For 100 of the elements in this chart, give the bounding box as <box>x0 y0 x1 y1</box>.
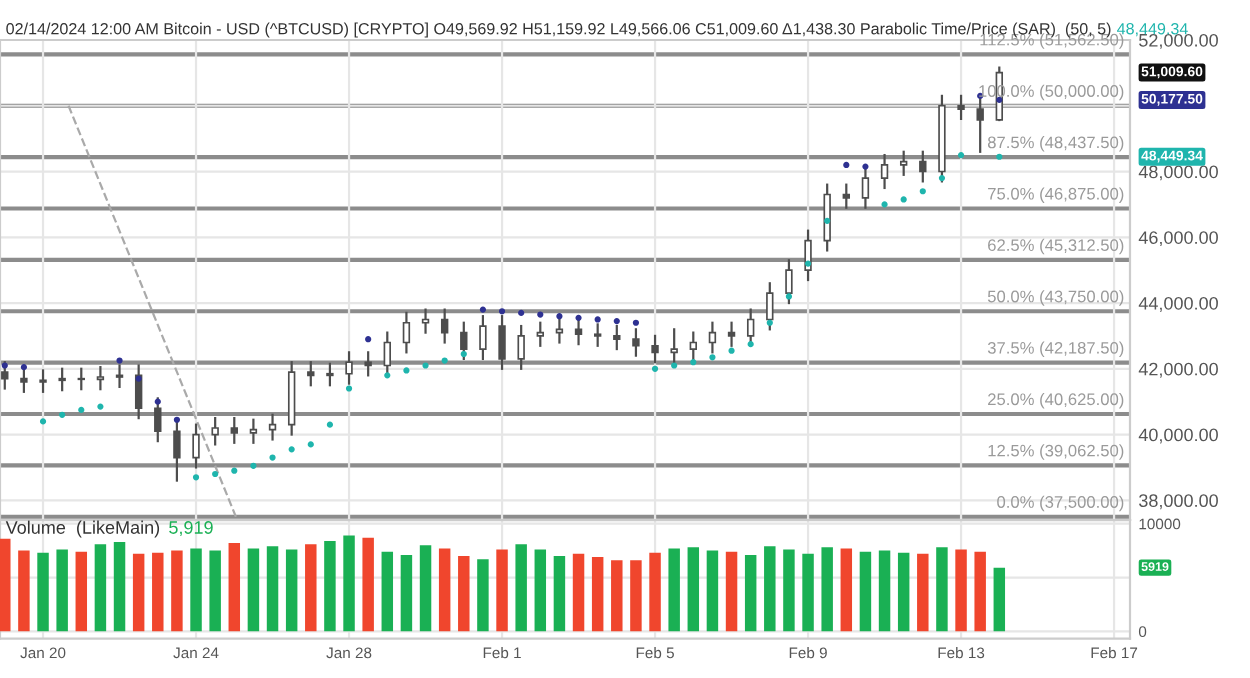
candlestick <box>746 308 755 347</box>
candlestick <box>154 397 162 443</box>
bar <box>974 551 986 632</box>
candlestick <box>345 351 353 385</box>
candlestick <box>632 328 640 357</box>
candlestick <box>536 321 545 347</box>
bar <box>725 551 738 632</box>
bar <box>477 559 489 632</box>
y-tick-label: 38,000.00 <box>1139 494 1218 510</box>
point <box>709 354 716 361</box>
candlestick <box>708 321 717 354</box>
bar <box>94 544 107 632</box>
candlestick <box>249 418 258 444</box>
candlestick <box>957 94 965 121</box>
bar <box>419 545 432 632</box>
point <box>632 319 640 326</box>
point <box>766 319 773 326</box>
bar <box>591 557 604 632</box>
point <box>97 403 104 410</box>
bar <box>56 549 68 632</box>
y-tick-label: 52,000.00 <box>1139 33 1218 49</box>
point <box>690 359 697 366</box>
candlestick <box>1 361 9 390</box>
point <box>422 362 429 369</box>
point <box>785 293 793 300</box>
bar <box>611 560 623 632</box>
point <box>326 421 334 428</box>
point <box>460 350 467 358</box>
candlestick <box>20 367 28 393</box>
bar <box>668 548 680 632</box>
candlestick <box>498 315 506 370</box>
candlestick <box>230 416 238 444</box>
bar <box>190 548 202 632</box>
candlestick <box>173 420 181 482</box>
bar <box>0 538 11 632</box>
ref-line-label: 75.0% (46,875.00) <box>988 187 1124 203</box>
point <box>250 462 257 469</box>
point <box>173 416 181 423</box>
candlestick <box>919 150 927 183</box>
bar <box>343 535 355 632</box>
bar <box>687 547 700 632</box>
candlestick <box>785 259 793 305</box>
bar <box>534 549 547 632</box>
y-tick-label: 46,000.00 <box>1138 231 1218 247</box>
point <box>192 474 200 481</box>
point <box>957 151 965 159</box>
point <box>441 357 448 364</box>
candlestick <box>364 351 372 377</box>
point <box>116 357 123 364</box>
ref-line-label: 87.5% (48,437.50) <box>987 136 1124 152</box>
ref-line-label: 50.0% (43,750.00) <box>987 290 1124 306</box>
ref-line-label: 12.5% (39,062.50) <box>988 444 1124 460</box>
point <box>498 308 506 315</box>
point <box>671 362 678 369</box>
point <box>39 418 47 425</box>
bar <box>630 560 642 632</box>
candlestick <box>880 153 889 190</box>
bar <box>458 555 470 632</box>
point <box>1 362 8 369</box>
candlestick <box>96 366 105 391</box>
bar <box>305 544 317 632</box>
candlestick <box>593 323 602 347</box>
ref-line-label: 62.5% (45,312.50) <box>988 238 1124 255</box>
point <box>384 372 391 379</box>
bar <box>362 537 374 632</box>
candlestick <box>383 331 391 377</box>
point <box>900 196 907 203</box>
point <box>212 470 219 478</box>
bar <box>744 554 757 632</box>
point <box>881 201 888 208</box>
candlestick <box>842 183 851 209</box>
chart-title: Volume (LikeMain) <box>5 520 160 538</box>
candlestick <box>479 315 487 361</box>
point <box>288 446 295 453</box>
candlestick <box>211 416 219 446</box>
bar <box>783 549 795 632</box>
bar <box>821 547 833 632</box>
candlestick <box>134 364 143 420</box>
candlestick <box>268 413 277 441</box>
bar <box>247 548 260 632</box>
bar <box>18 550 30 632</box>
point <box>575 314 582 321</box>
bar <box>515 544 527 632</box>
bar <box>897 552 910 632</box>
candlestick <box>421 308 430 334</box>
bar <box>209 550 221 632</box>
point <box>862 163 869 170</box>
point <box>613 318 620 325</box>
bar <box>152 552 164 632</box>
candlestick <box>651 334 659 364</box>
candlestick <box>39 369 47 393</box>
point <box>996 153 1003 160</box>
bar <box>496 549 508 632</box>
candlestick <box>766 282 774 331</box>
candlestick <box>307 361 315 387</box>
point <box>307 441 314 448</box>
bar <box>764 546 776 632</box>
point <box>843 161 850 169</box>
bar <box>266 546 279 632</box>
candlestick <box>861 167 870 209</box>
